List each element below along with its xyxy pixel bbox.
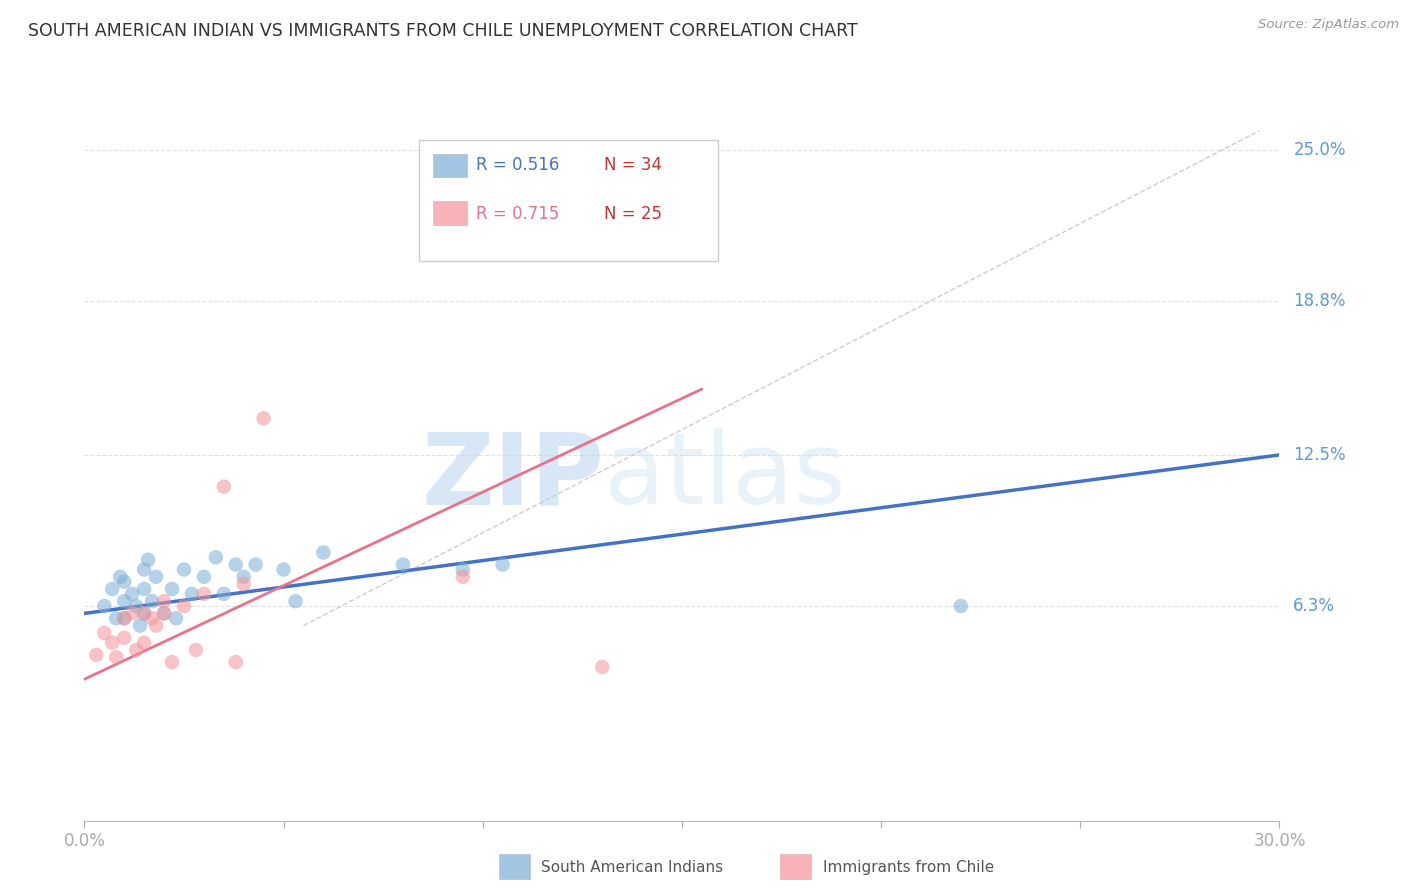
Point	[112, 611, 135, 625]
Point	[112, 594, 135, 608]
Text: Immigrants from Chile: Immigrants from Chile	[823, 860, 994, 874]
Point	[591, 660, 613, 674]
Point	[129, 618, 152, 632]
Point	[125, 643, 148, 657]
Point	[225, 655, 247, 669]
Point	[125, 599, 148, 613]
Point	[132, 607, 156, 621]
Point	[193, 587, 215, 601]
Point	[253, 411, 276, 425]
Text: 12.5%: 12.5%	[1294, 446, 1346, 464]
Point	[180, 587, 202, 601]
Point	[245, 558, 267, 572]
Point	[591, 187, 613, 202]
Text: ZIP: ZIP	[422, 428, 605, 525]
Text: N = 25: N = 25	[605, 204, 662, 222]
FancyBboxPatch shape	[433, 153, 467, 177]
Point	[105, 611, 128, 625]
Point	[193, 570, 215, 584]
Point	[141, 594, 163, 608]
Point	[141, 611, 163, 625]
Point	[132, 635, 156, 649]
Point	[112, 631, 135, 645]
Point	[492, 558, 515, 572]
Point	[132, 562, 156, 576]
Point	[145, 618, 167, 632]
Point	[312, 545, 335, 559]
Text: 18.8%: 18.8%	[1294, 293, 1346, 310]
Text: 6.3%: 6.3%	[1294, 597, 1336, 615]
Point	[232, 570, 254, 584]
Point	[284, 594, 307, 608]
Text: South American Indians: South American Indians	[541, 860, 724, 874]
Point	[93, 599, 115, 613]
Point	[121, 607, 143, 621]
Text: SOUTH AMERICAN INDIAN VS IMMIGRANTS FROM CHILE UNEMPLOYMENT CORRELATION CHART: SOUTH AMERICAN INDIAN VS IMMIGRANTS FROM…	[28, 22, 858, 40]
FancyBboxPatch shape	[419, 140, 718, 261]
Text: R = 0.516: R = 0.516	[477, 156, 560, 174]
FancyBboxPatch shape	[433, 201, 467, 225]
Point	[153, 607, 176, 621]
Text: Source: ZipAtlas.com: Source: ZipAtlas.com	[1258, 18, 1399, 31]
Text: 25.0%: 25.0%	[1294, 141, 1346, 159]
Point	[110, 570, 132, 584]
Point	[121, 587, 143, 601]
Point	[153, 607, 176, 621]
Point	[101, 582, 124, 596]
Point	[112, 574, 135, 589]
Point	[205, 550, 228, 565]
Point	[173, 599, 195, 613]
Point	[101, 635, 124, 649]
Point	[165, 611, 187, 625]
Text: N = 34: N = 34	[605, 156, 662, 174]
Point	[136, 553, 159, 567]
Text: atlas: atlas	[605, 428, 846, 525]
Point	[273, 562, 295, 576]
Point	[184, 643, 207, 657]
Point	[153, 594, 176, 608]
Point	[451, 562, 474, 576]
Point	[132, 582, 156, 596]
Point	[145, 570, 167, 584]
Point	[132, 607, 156, 621]
Point	[112, 611, 135, 625]
Text: R = 0.715: R = 0.715	[477, 204, 560, 222]
Point	[173, 562, 195, 576]
Point	[86, 648, 108, 662]
Point	[160, 582, 183, 596]
Point	[105, 650, 128, 665]
Point	[451, 570, 474, 584]
Point	[232, 577, 254, 591]
Point	[160, 655, 183, 669]
Point	[392, 558, 415, 572]
Point	[93, 626, 115, 640]
Point	[212, 480, 235, 494]
Point	[212, 587, 235, 601]
Point	[225, 558, 247, 572]
Point	[949, 599, 972, 613]
